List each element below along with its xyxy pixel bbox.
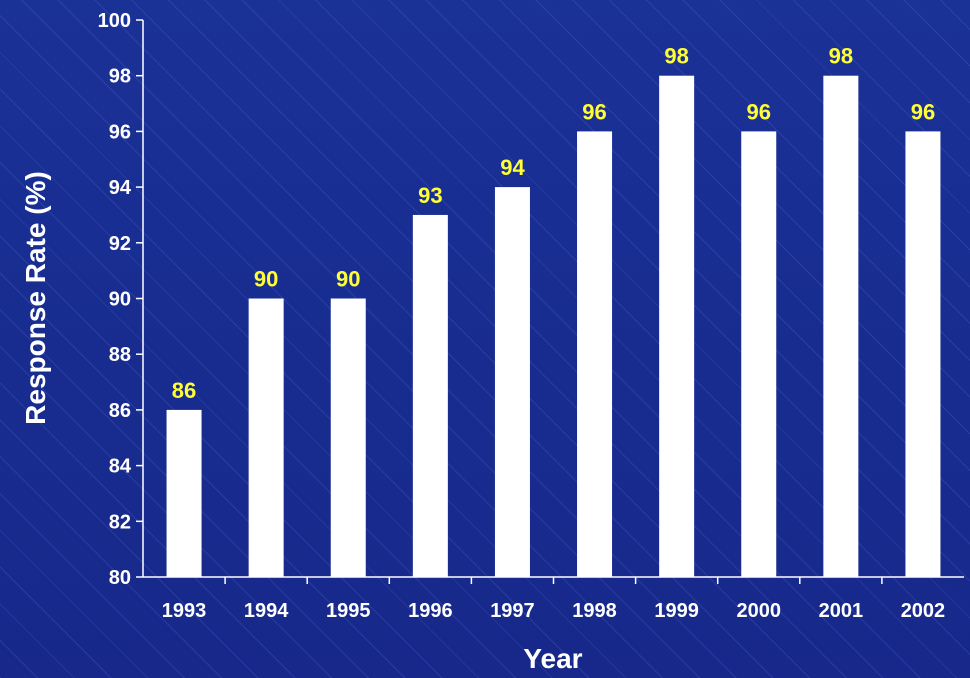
x-tick-label: 2001 — [819, 600, 864, 622]
bar — [823, 75, 859, 577]
x-tick-label: 1994 — [244, 600, 289, 622]
x-tick-label: 1993 — [162, 600, 207, 622]
y-tick-label: 84 — [109, 456, 132, 478]
data-label: 93 — [418, 183, 442, 208]
bar — [494, 187, 530, 577]
data-label: 94 — [500, 155, 525, 180]
data-label: 96 — [582, 99, 606, 124]
y-tick-label: 90 — [109, 289, 131, 311]
data-label: 96 — [911, 99, 935, 124]
x-axis-title: Year — [523, 643, 582, 674]
y-tick-label: 100 — [98, 10, 131, 32]
y-tick-label: 96 — [109, 121, 131, 143]
x-tick-label: 1995 — [326, 600, 371, 622]
y-axis: 80 82 84 86 88 90 92 94 96 98 100 — [98, 10, 143, 589]
y-axis-title: Response Rate (%) — [20, 171, 51, 425]
bar — [741, 131, 777, 577]
x-tick-label: 1997 — [490, 600, 535, 622]
y-tick-label: 80 — [109, 567, 131, 589]
y-tick-label: 92 — [109, 233, 131, 255]
bar — [905, 131, 941, 577]
y-tick-label: 94 — [109, 177, 132, 199]
x-tick-label: 2002 — [901, 600, 946, 622]
bar — [330, 298, 366, 577]
x-tick-label: 1996 — [408, 600, 453, 622]
bar — [248, 298, 284, 577]
data-label: 98 — [664, 44, 688, 69]
data-label: 90 — [254, 267, 278, 292]
bar — [166, 409, 202, 577]
x-tick-label: 2000 — [737, 600, 782, 622]
y-tick-label: 88 — [109, 344, 131, 366]
y-tick-label: 82 — [109, 511, 131, 533]
bar — [577, 131, 613, 577]
bar — [412, 214, 448, 577]
y-tick-label: 98 — [109, 66, 131, 88]
x-axis: 1993 1994 1995 1996 1997 1998 1999 2000 2001 2002 — [162, 577, 945, 622]
bars: 86 90 90 93 94 96 98 96 98 96 — [166, 44, 941, 577]
data-label: 96 — [747, 99, 771, 124]
data-label: 86 — [172, 378, 196, 403]
data-label: 98 — [829, 44, 853, 69]
x-tick-label: 1998 — [572, 600, 617, 622]
bar — [659, 75, 695, 577]
y-tick-label: 86 — [109, 400, 131, 422]
x-tick-label: 1999 — [654, 600, 699, 622]
data-label: 90 — [336, 267, 360, 292]
